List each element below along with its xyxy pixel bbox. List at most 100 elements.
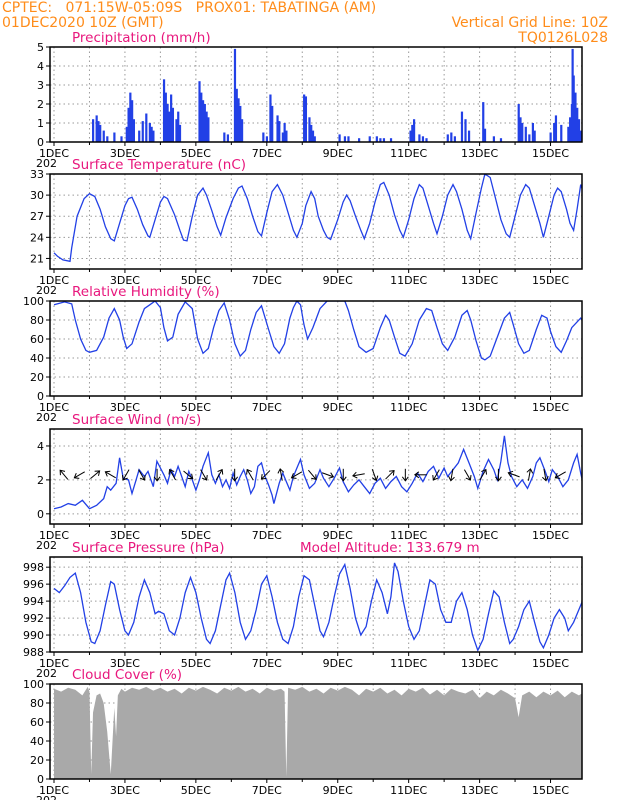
panel-title: Surface Wind (m/s)	[72, 412, 201, 428]
precip-bar	[554, 115, 558, 142]
precip-bar	[102, 130, 105, 142]
y-tick-label: 80	[30, 314, 44, 327]
precip-bar	[150, 126, 153, 142]
precip-bar	[198, 81, 201, 142]
panel-wind: Surface Wind (m/s) 0 2 4 1DEC 3DEC 5DEC 7DEC 9DE…	[36, 412, 583, 552]
x-tick-label: 1DEC	[39, 784, 69, 797]
x-tick-label: 13DEC	[461, 274, 498, 287]
precip-bar	[120, 136, 123, 142]
y-tick-label: 40	[30, 735, 44, 748]
precip-bar	[379, 138, 382, 142]
x-tick-label: 15DEC	[532, 147, 569, 160]
header-init-time: 01DEC2020 10Z (GMT)	[2, 15, 164, 31]
wind-arrow	[246, 468, 254, 481]
precip-bar	[492, 136, 495, 142]
precip-bar	[203, 104, 206, 142]
header-line1: CPTEC: 071:15W-05:09S PROX01: TABATINGA …	[2, 0, 377, 16]
y-tick-label: 80	[30, 697, 44, 710]
y-tick-label: 990	[23, 629, 44, 642]
wind-arrow	[121, 469, 130, 481]
precip-bar	[421, 136, 425, 142]
wind-arrow	[215, 468, 224, 481]
precip-bar	[409, 130, 412, 142]
y-tick-label: 998	[23, 561, 44, 574]
y-tick-label: 4	[37, 440, 44, 453]
y-tick-label: 2	[37, 474, 44, 487]
x-tick-label: 15DEC	[532, 274, 569, 287]
y-tick-label: 100	[23, 678, 44, 691]
precip-bar	[237, 98, 240, 142]
precip-bar	[517, 104, 520, 142]
precip-bar	[597, 110, 599, 142]
precip-bar	[239, 105, 242, 142]
wind-arrow	[507, 470, 520, 478]
cloud-area	[54, 686, 582, 779]
precip-bar	[467, 130, 471, 142]
wind-arrow	[554, 471, 566, 479]
y-tick-label: 40	[30, 352, 44, 365]
precip-bar	[601, 125, 603, 142]
y-tick-label: 0	[37, 136, 44, 149]
precip-bar	[285, 130, 288, 142]
x-year-fragment: 202	[36, 794, 57, 800]
series-rh	[53, 301, 582, 361]
y-tick-label: 60	[30, 716, 44, 729]
x-tick-label: 1DEC	[39, 529, 69, 542]
x-tick-label: 9DEC	[323, 784, 353, 797]
precip-bar	[166, 104, 169, 142]
series-wind	[53, 435, 582, 510]
y-tick-label: 60	[30, 333, 44, 346]
x-tick-label: 11DEC	[390, 147, 427, 160]
precip-bar	[235, 88, 238, 142]
y-tick-label: 0	[37, 773, 44, 786]
precip-bar	[483, 128, 487, 142]
wind-arrow	[90, 470, 101, 480]
precip-bar	[113, 132, 116, 142]
precip-bar	[531, 123, 534, 142]
panel-frame	[49, 683, 583, 780]
precip-bar	[132, 119, 135, 142]
x-tick-label: 11DEC	[390, 274, 427, 287]
x-tick-label: 1DEC	[39, 401, 69, 414]
x-tick-label: 3DEC	[110, 147, 140, 160]
precip-bar	[269, 94, 272, 142]
y-tick-label: 33	[30, 168, 44, 181]
x-tick-label: 9DEC	[323, 147, 353, 160]
precip-bar	[138, 130, 141, 142]
y-tick-label: 100	[23, 295, 44, 308]
precip-bar	[606, 117, 608, 142]
x-tick-label: 13DEC	[461, 784, 498, 797]
wind-arrow	[231, 468, 239, 482]
precip-bar	[129, 92, 132, 142]
x-tick-label: 13DEC	[461, 147, 498, 160]
precip-bar	[97, 121, 100, 142]
x-tick-label: 3DEC	[110, 401, 140, 414]
precip-bar	[310, 124, 313, 142]
x-tick-label: 15DEC	[532, 657, 569, 670]
wind-arrow	[168, 468, 177, 481]
x-tick-label: 11DEC	[390, 657, 427, 670]
panel-subtitle: Model Altitude: 133.679 m	[300, 540, 480, 556]
precip-bar	[201, 100, 205, 142]
precip-bar	[460, 111, 464, 142]
header-model-id: TQ0126L028	[518, 30, 608, 46]
x-tick-label: 5DEC	[181, 529, 211, 542]
precip-bar	[276, 115, 279, 142]
precip-bar	[528, 134, 531, 142]
x-tick-label: 13DEC	[461, 529, 498, 542]
precip-bar	[524, 126, 527, 142]
precip-bar	[368, 136, 371, 142]
wind-arrow	[542, 468, 549, 482]
wind-arrow	[352, 471, 365, 479]
x-tick-label: 7DEC	[252, 657, 282, 670]
precip-bar	[572, 75, 575, 142]
precip-bar	[338, 134, 341, 142]
precip-bar	[304, 96, 308, 142]
y-tick-label: 1	[37, 117, 44, 130]
x-tick-label: 15DEC	[532, 784, 569, 797]
x-year-fragment: 202	[36, 411, 57, 424]
precip-bar	[233, 48, 237, 142]
precip-bar	[148, 123, 151, 142]
y-tick-label: 988	[23, 646, 44, 659]
